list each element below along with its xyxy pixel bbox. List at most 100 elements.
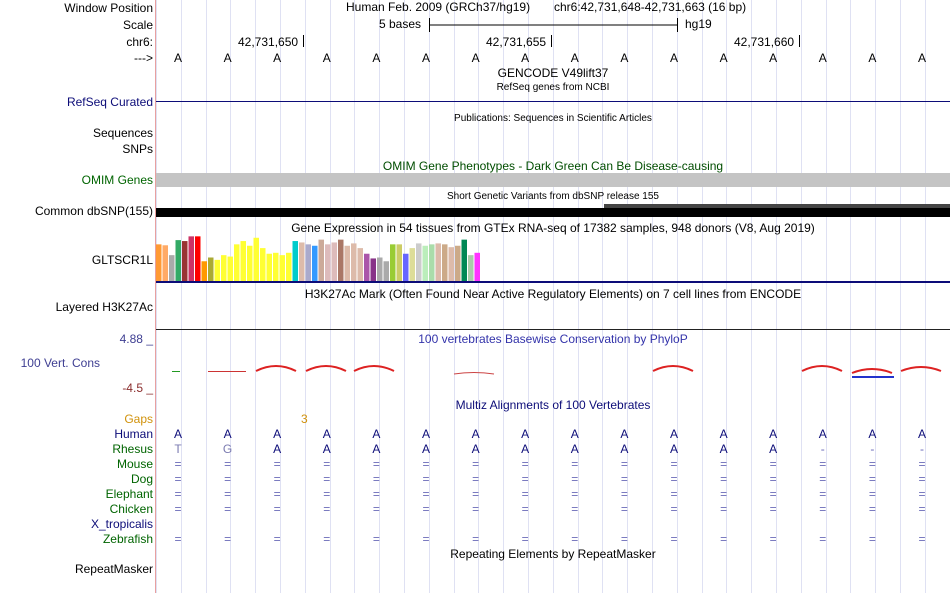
grid-line xyxy=(255,0,257,593)
label-cons[interactable]: 100 Vert. Cons xyxy=(20,356,100,370)
gtex-tissue-bar[interactable] xyxy=(221,255,227,281)
gtex-tissue-bar[interactable] xyxy=(383,261,390,281)
label-window-position[interactable]: Window Position xyxy=(64,1,153,15)
label-snps[interactable]: SNPs xyxy=(122,142,153,156)
h3k27ac-baseline xyxy=(156,329,950,330)
gtex-tissue-bar[interactable] xyxy=(292,241,299,281)
species-label-x_tropicalis[interactable]: X_tropicalis xyxy=(90,517,153,531)
gtex-tissue-bar[interactable] xyxy=(195,236,201,281)
species-label-human[interactable]: Human xyxy=(114,427,153,441)
gtex-tissue-bar[interactable] xyxy=(422,245,429,281)
aligned-base: A xyxy=(769,442,778,456)
species-label-elephant[interactable]: Elephant xyxy=(105,487,153,501)
gtex-tissue-bar[interactable] xyxy=(266,253,273,281)
label-gaps[interactable]: Gaps xyxy=(124,412,153,426)
gtex-tissue-bar[interactable] xyxy=(260,248,266,281)
gtex-tissue-bar[interactable] xyxy=(156,244,162,281)
gtex-tissue-bar[interactable] xyxy=(162,245,169,281)
reference-base: A xyxy=(322,51,331,65)
gtex-tissue-bar[interactable] xyxy=(351,243,357,281)
gtex-bars[interactable] xyxy=(156,234,950,284)
gtex-tissue-bar[interactable] xyxy=(364,253,370,281)
gtex-tissue-bar[interactable] xyxy=(188,236,195,281)
gtex-tissue-bar[interactable] xyxy=(442,244,448,281)
gtex-tissue-bar[interactable] xyxy=(435,243,442,281)
gtex-tissue-bar[interactable] xyxy=(468,255,474,281)
gtex-tissue-bar[interactable] xyxy=(175,240,182,281)
grid-line xyxy=(180,0,182,593)
gtex-tissue-bar[interactable] xyxy=(273,252,279,281)
gtex-tissue-bar[interactable] xyxy=(448,247,455,281)
gtex-tissue-bar[interactable] xyxy=(279,255,286,281)
gtex-tissue-bar[interactable] xyxy=(234,244,240,281)
gtex-tissue-bar[interactable] xyxy=(227,256,234,281)
gtex-tissue-bar[interactable] xyxy=(455,245,461,281)
gtex-tissue-bar[interactable] xyxy=(377,257,383,282)
species-label-mouse[interactable]: Mouse xyxy=(116,457,153,471)
gtex-tissue-bar[interactable] xyxy=(344,245,351,281)
aligned-base: = xyxy=(620,457,628,471)
gtex-tissue-bar[interactable] xyxy=(409,248,416,281)
gtex-tissue-bar[interactable] xyxy=(253,237,260,281)
phylop-plot[interactable] xyxy=(156,360,950,390)
aligned-base: = xyxy=(769,487,777,501)
pubs-title: Publications: Sequences in Scientific Ar… xyxy=(454,113,652,124)
gtex-tissue-bar[interactable] xyxy=(214,259,221,281)
omim-feature[interactable] xyxy=(156,173,950,187)
aligned-base: = xyxy=(224,457,232,471)
gtex-tissue-bar[interactable] xyxy=(325,244,331,281)
gtex-tissue-bar[interactable] xyxy=(169,255,175,281)
label-gtex-gene[interactable]: GLTSCR1L xyxy=(91,253,153,267)
label-omim[interactable]: OMIM Genes xyxy=(81,173,153,187)
gtex-tissue-bar[interactable] xyxy=(370,258,377,281)
aligned-base: = xyxy=(521,532,529,546)
gtex-tissue-bar[interactable] xyxy=(299,242,305,281)
gtex-tissue-bar[interactable] xyxy=(429,244,435,281)
aligned-base: = xyxy=(571,487,579,501)
label-scale[interactable]: Scale xyxy=(122,18,153,32)
gtex-tissue-bar[interactable] xyxy=(331,242,338,281)
label-refseq[interactable]: RefSeq Curated xyxy=(66,95,153,109)
aligned-base: = xyxy=(620,487,628,501)
gtex-tissue-bar[interactable] xyxy=(208,257,214,282)
label-cons-min: -4.5 _ xyxy=(122,381,153,395)
tick-label-3: 42,731,660 xyxy=(734,35,795,49)
dbsnp-feature-upper[interactable] xyxy=(604,204,950,208)
grid-line xyxy=(552,0,554,593)
gtex-tissue-bar[interactable] xyxy=(416,243,422,281)
dbsnp-title: Short Genetic Variants from dbSNP releas… xyxy=(447,191,659,202)
aligned-base: = xyxy=(819,457,827,471)
gtex-tissue-bar[interactable] xyxy=(182,241,188,281)
label-sequences[interactable]: Sequences xyxy=(92,126,153,140)
aligned-base: = xyxy=(174,532,182,546)
aligned-base: A xyxy=(173,427,182,441)
gtex-tissue-bar[interactable] xyxy=(240,241,247,281)
gtex-tissue-bar[interactable] xyxy=(390,244,396,281)
gtex-tissue-bar[interactable] xyxy=(474,252,481,281)
label-chrom[interactable]: chr6: xyxy=(126,35,153,49)
gtex-tissue-bar[interactable] xyxy=(338,239,344,281)
refseq-line xyxy=(156,101,950,102)
label-repeatmasker[interactable]: RepeatMasker xyxy=(74,562,153,576)
gtex-tissue-bar[interactable] xyxy=(247,245,253,281)
gtex-tissue-bar[interactable] xyxy=(461,239,468,281)
gtex-tissue-bar[interactable] xyxy=(396,244,403,281)
species-label-dog[interactable]: Dog xyxy=(130,472,153,486)
gtex-tissue-bar[interactable] xyxy=(312,245,318,281)
aligned-base: A xyxy=(372,427,381,441)
gtex-tissue-bar[interactable] xyxy=(201,261,208,281)
label-strand[interactable]: ---> xyxy=(134,51,153,65)
gtex-tissue-bar[interactable] xyxy=(305,244,312,281)
aligned-base: A xyxy=(818,427,827,441)
track-image[interactable]: Human Feb. 2009 (GRCh37/hg19) chr6:42,73… xyxy=(156,0,950,593)
gtex-tissue-bar[interactable] xyxy=(357,248,364,281)
species-label-rhesus[interactable]: Rhesus xyxy=(112,442,153,456)
gtex-tissue-bar[interactable] xyxy=(286,252,292,281)
label-dbsnp[interactable]: Common dbSNP(155) xyxy=(34,204,153,218)
gtex-tissue-bar[interactable] xyxy=(403,253,409,281)
gtex-tissue-bar[interactable] xyxy=(318,239,325,281)
dbsnp-feature[interactable] xyxy=(156,208,950,217)
species-label-zebrafish[interactable]: Zebrafish xyxy=(102,532,153,546)
species-label-chicken[interactable]: Chicken xyxy=(109,502,153,516)
label-h3k27ac[interactable]: Layered H3K27Ac xyxy=(55,300,153,314)
